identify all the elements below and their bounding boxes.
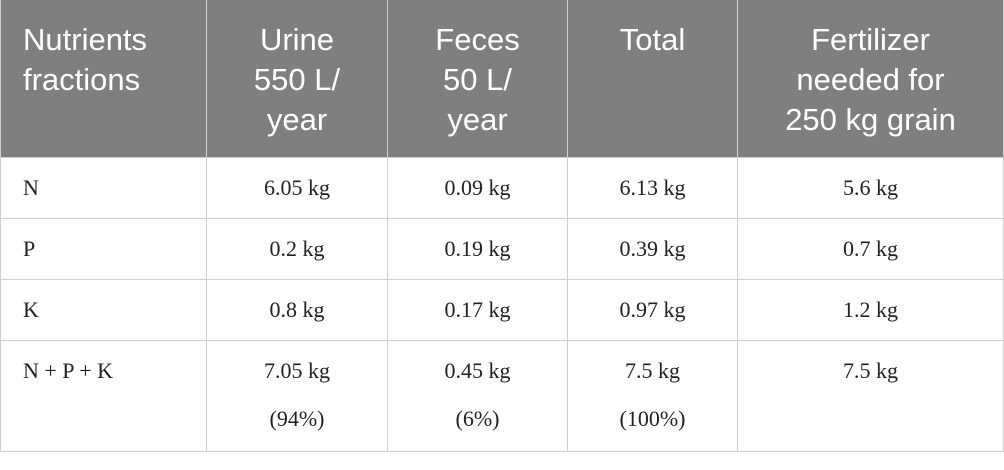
cell-line: 1.2 kg — [843, 297, 898, 322]
table-row: P 0.2 kg 0.19 kg 0.39 kg 0.7 kg — [0, 218, 1004, 280]
cell-line: K — [23, 297, 39, 322]
table-cell: K — [0, 279, 207, 341]
cell-line: (6%) — [455, 406, 500, 431]
header-row: Nutrients fractions Urine 550 L/year Feces 50… — [0, 0, 1004, 158]
table-cell: 0.09 kg — [387, 157, 568, 219]
cell-line: Fertilizer — [811, 22, 930, 57]
cell-line: N — [23, 175, 39, 200]
table-cell: N + P + K — [0, 340, 207, 452]
cell-line: P — [23, 236, 36, 261]
cell-line: 6.13 kg — [619, 175, 686, 200]
cell-line: 0.2 kg — [269, 236, 325, 261]
table-cell: 0.97 kg — [567, 279, 738, 341]
table-cell: 0.45 kg (6%) — [387, 340, 568, 452]
table-cell: 0.8 kg — [206, 279, 388, 341]
table-cell: 5.6 kg — [737, 157, 1004, 219]
cell-line: 250 kg grain — [785, 102, 956, 137]
nutrient-table: Nutrients fractions Urine 550 L/year Feces 50… — [0, 0, 1004, 452]
cell-line: (100%) — [619, 406, 686, 431]
header-cell: Fertilizer needed for 250 kg grain — [737, 0, 1004, 158]
cell-line: 0.7 kg — [843, 236, 898, 261]
cell-line: Nutrients — [23, 22, 148, 57]
table-cell: P — [0, 218, 207, 280]
cell-line: fractions — [23, 62, 141, 97]
cell-line: 0.97 kg — [619, 297, 686, 322]
cell-line: 0.09 kg — [444, 175, 511, 200]
table-row: N + P + K 7.05 kg (94%) 0.45 kg (6%) 7.5 kg (1… — [0, 340, 1004, 452]
table-row: K 0.8 kg 0.17 kg 0.97 kg 1.2 kg — [0, 279, 1004, 341]
table-cell: 0.39 kg — [567, 218, 738, 280]
cell-line: 0.8 kg — [269, 297, 325, 322]
cell-line: Feces — [435, 22, 520, 57]
header-cell: Urine 550 L/year — [206, 0, 388, 158]
cell-line: 550 L/ — [253, 62, 341, 97]
cell-line: (94%) — [269, 406, 325, 431]
cell-line: 0.39 kg — [619, 236, 686, 261]
table-cell: 7.5 kg (100%) — [567, 340, 738, 452]
table-cell: 1.2 kg — [737, 279, 1004, 341]
header-cell: Nutrients fractions — [0, 0, 207, 158]
cell-line: 6.05 kg — [264, 175, 330, 200]
table-cell: 0.17 kg — [387, 279, 568, 341]
cell-line: 7.5 kg — [843, 358, 898, 383]
table-cell: 6.13 kg — [567, 157, 738, 219]
header-cell: Total — [567, 0, 738, 158]
cell-line: 5.6 kg — [843, 175, 898, 200]
cell-line: 0.45 kg — [444, 358, 511, 383]
cell-line: N + P + K — [23, 358, 114, 383]
table-cell: 7.05 kg (94%) — [206, 340, 388, 452]
table-cell: 0.19 kg — [387, 218, 568, 280]
table-row: N 6.05 kg 0.09 kg 6.13 kg 5.6 kg — [0, 157, 1004, 219]
cell-line: 7.5 kg — [625, 358, 680, 383]
table-cell: 6.05 kg — [206, 157, 388, 219]
cell-line: 0.19 kg — [444, 236, 511, 261]
table-cell: 0.2 kg — [206, 218, 388, 280]
table-cell: N — [0, 157, 207, 219]
cell-line: 7.05 kg — [264, 358, 330, 383]
table-cell: 7.5 kg — [737, 340, 1004, 452]
cell-line: 50 L/ — [443, 62, 512, 97]
table-cell: 0.7 kg — [737, 218, 1004, 280]
cell-line: needed for — [796, 62, 945, 97]
cell-line: year — [447, 102, 508, 137]
cell-line: 0.17 kg — [444, 297, 511, 322]
cell-line: Total — [619, 22, 686, 57]
cell-line: year — [266, 102, 328, 137]
cell-line: Urine — [259, 22, 335, 57]
header-cell: Feces 50 L/year — [387, 0, 568, 158]
